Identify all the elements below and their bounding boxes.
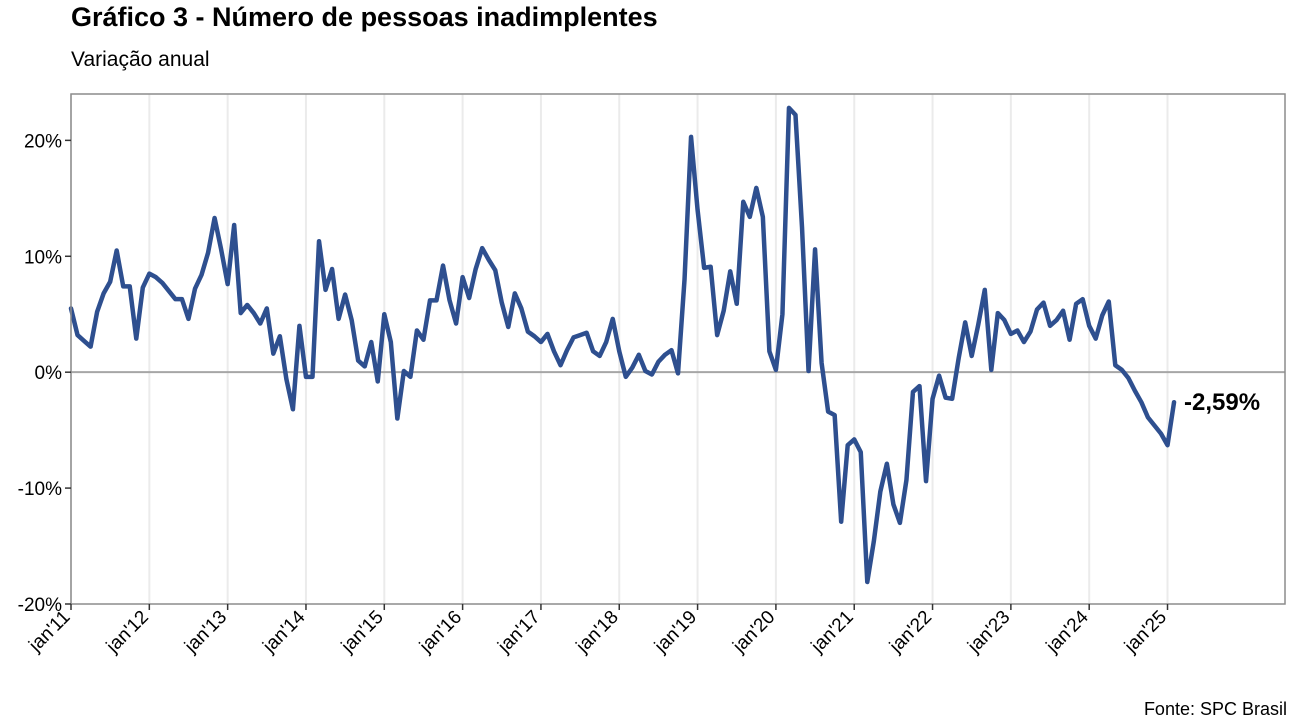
x-tick-label: jan'16 bbox=[415, 607, 466, 658]
x-tick-label: jan'25 bbox=[1120, 607, 1171, 658]
end-value-label: -2,59% bbox=[1184, 389, 1260, 416]
y-tick-label: -10% bbox=[18, 479, 62, 500]
x-tick-label: jan'17 bbox=[493, 607, 544, 658]
x-tick-label: jan'15 bbox=[337, 607, 388, 658]
x-tick-label: jan'23 bbox=[963, 607, 1014, 658]
series-line bbox=[68, 105, 1177, 585]
chart-title: Gráfico 3 - Número de pessoas inadimplen… bbox=[71, 2, 658, 32]
x-tick-label: jan'18 bbox=[572, 607, 623, 658]
x-tick-label: jan'13 bbox=[180, 607, 231, 658]
y-tick-label: 20% bbox=[24, 131, 62, 152]
chart-subtitle: Variação anual bbox=[71, 48, 210, 71]
chart-source: Fonte: SPC Brasil bbox=[1143, 699, 1287, 719]
x-tick-label: jan'19 bbox=[650, 607, 701, 658]
y-tick-label: -20% bbox=[18, 595, 62, 616]
y-tick-label: 0% bbox=[35, 363, 63, 384]
x-tick-label: jan'24 bbox=[1042, 606, 1093, 657]
x-tick-label: jan'22 bbox=[885, 607, 936, 658]
x-tick-label: jan'14 bbox=[259, 606, 310, 657]
plot-border bbox=[70, 93, 1286, 605]
x-tick-label: jan'20 bbox=[728, 607, 779, 658]
x-tick-label: jan'12 bbox=[102, 607, 153, 658]
y-tick-label: 10% bbox=[24, 247, 62, 268]
x-tick-label: jan'21 bbox=[807, 607, 858, 658]
